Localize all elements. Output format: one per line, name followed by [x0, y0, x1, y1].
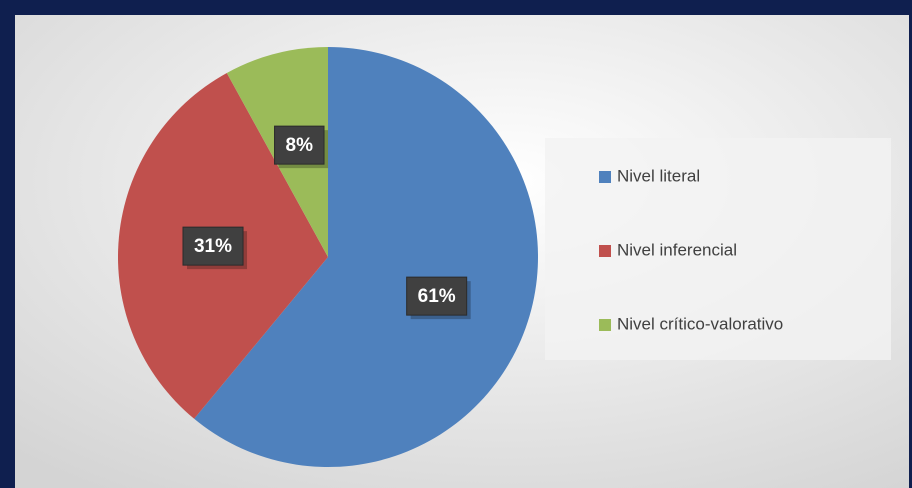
data-label-box [406, 276, 468, 316]
data-label-box [182, 226, 244, 266]
legend-swatch [599, 171, 611, 183]
data-label: 31% [194, 236, 232, 257]
data-label: 8% [286, 135, 314, 156]
legend-swatch [599, 319, 611, 331]
data-label: 61% [418, 286, 456, 307]
legend-label: Nivel inferencial [617, 240, 737, 259]
legend-label: Nivel literal [617, 166, 700, 185]
pie-slice [194, 47, 539, 468]
data-label-box [274, 125, 325, 165]
legend-swatch [599, 245, 611, 257]
legend-label: Nivel crítico-valorativo [617, 314, 783, 333]
